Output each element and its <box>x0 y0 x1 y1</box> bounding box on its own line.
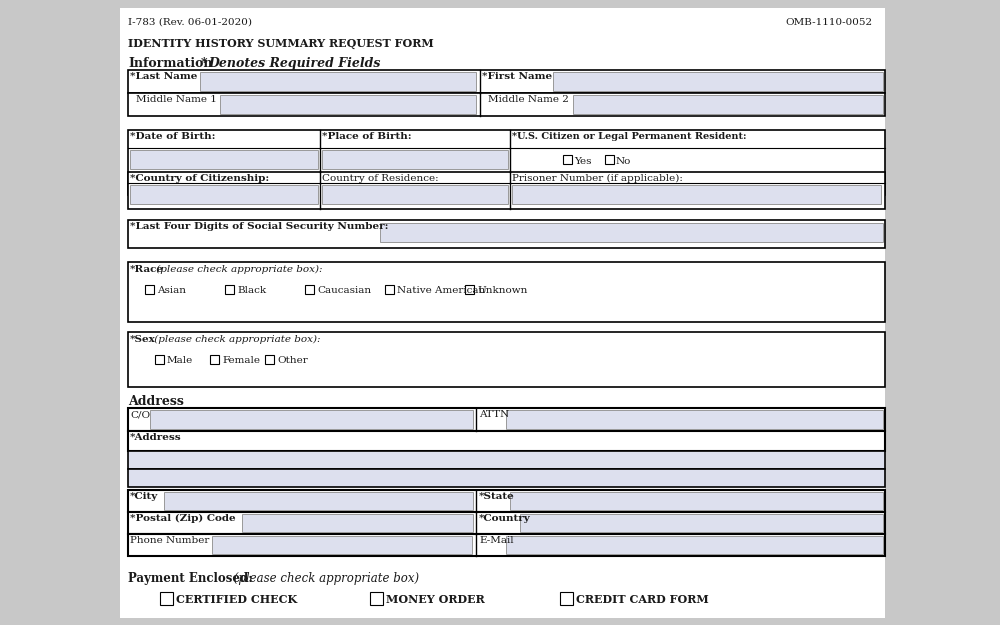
Bar <box>128 262 885 322</box>
Text: *City: *City <box>130 492 158 501</box>
Text: CERTIFIED CHECK: CERTIFIED CHECK <box>176 594 297 605</box>
Text: Asian: Asian <box>157 286 186 295</box>
Text: *Race: *Race <box>130 265 164 274</box>
Bar <box>155 355 164 364</box>
Bar <box>128 431 885 451</box>
Text: *U.S. Citizen or Legal Permanent Resident:: *U.S. Citizen or Legal Permanent Residen… <box>512 132 746 141</box>
Bar <box>563 155 572 164</box>
Bar <box>322 185 508 204</box>
Bar <box>265 355 274 364</box>
Text: Unknown: Unknown <box>477 286 527 295</box>
Bar <box>225 285 234 294</box>
Text: ATTN: ATTN <box>479 410 509 419</box>
Text: Caucasian: Caucasian <box>317 286 371 295</box>
Text: Phone Number: Phone Number <box>130 536 209 545</box>
Text: *Sex: *Sex <box>130 335 156 344</box>
Text: I-783 (Rev. 06-01-2020): I-783 (Rev. 06-01-2020) <box>128 18 252 27</box>
Bar <box>465 285 474 294</box>
Bar <box>512 185 881 204</box>
Text: *Place of Birth:: *Place of Birth: <box>322 132 412 141</box>
Bar <box>220 95 476 114</box>
Text: Denotes Required Fields: Denotes Required Fields <box>208 57 380 70</box>
Bar <box>128 70 885 93</box>
Bar <box>128 332 885 387</box>
Text: MONEY ORDER: MONEY ORDER <box>386 594 485 605</box>
Bar <box>370 592 383 605</box>
Text: *: * <box>201 57 212 70</box>
Bar <box>130 150 318 169</box>
Bar <box>605 155 614 164</box>
Bar <box>380 223 883 242</box>
Bar <box>128 512 885 534</box>
Text: *Postal (Zip) Code: *Postal (Zip) Code <box>130 514 236 523</box>
Text: E-Mail: E-Mail <box>479 536 514 545</box>
Bar <box>130 185 318 204</box>
Text: *Last Name: *Last Name <box>130 72 197 81</box>
Bar <box>128 534 885 556</box>
Bar <box>210 355 219 364</box>
Text: *Country of Citizenship:: *Country of Citizenship: <box>130 174 269 183</box>
Text: Yes: Yes <box>574 157 592 166</box>
Bar <box>128 130 885 195</box>
Bar <box>212 536 472 554</box>
Bar <box>506 536 883 554</box>
Bar <box>305 285 314 294</box>
Bar <box>128 451 885 469</box>
Text: Payment Enclosed:: Payment Enclosed: <box>128 572 253 585</box>
Bar <box>120 8 885 618</box>
Bar <box>200 72 476 91</box>
Text: (please check appropriate box):: (please check appropriate box): <box>151 335 320 344</box>
Bar <box>553 72 883 91</box>
Text: IDENTITY HISTORY SUMMARY REQUEST FORM: IDENTITY HISTORY SUMMARY REQUEST FORM <box>128 38 434 49</box>
Text: Black: Black <box>237 286 266 295</box>
Text: Information: Information <box>128 57 212 70</box>
Text: *First Name: *First Name <box>482 72 552 81</box>
Text: No: No <box>616 157 631 166</box>
Text: *Address: *Address <box>130 433 182 442</box>
Text: Middle Name 2: Middle Name 2 <box>488 95 569 104</box>
Text: Prisoner Number (if applicable):: Prisoner Number (if applicable): <box>512 174 683 183</box>
Text: *Date of Birth:: *Date of Birth: <box>130 132 216 141</box>
Bar <box>160 592 173 605</box>
Text: Native American: Native American <box>397 286 485 295</box>
Bar <box>520 514 883 532</box>
Bar <box>164 492 473 510</box>
Text: Country of Residence:: Country of Residence: <box>322 174 439 183</box>
Bar <box>128 172 885 209</box>
Bar <box>506 410 883 429</box>
Bar <box>128 93 885 116</box>
Text: *State: *State <box>479 492 515 501</box>
Bar <box>145 285 154 294</box>
Text: *Last Four Digits of Social Security Number:: *Last Four Digits of Social Security Num… <box>130 222 388 231</box>
Bar <box>510 492 883 510</box>
Bar <box>385 285 394 294</box>
Bar <box>573 95 883 114</box>
Text: Male: Male <box>167 356 193 365</box>
Text: Female: Female <box>222 356 260 365</box>
Text: Other: Other <box>277 356 308 365</box>
Text: (please check appropriate box):: (please check appropriate box): <box>153 265 322 274</box>
Text: OMB-1110-0052: OMB-1110-0052 <box>785 18 872 27</box>
Bar <box>150 410 473 429</box>
Text: C/O: C/O <box>130 410 150 419</box>
Text: *Country: *Country <box>479 514 531 523</box>
Bar <box>322 150 508 169</box>
Bar <box>128 408 885 431</box>
Text: Address: Address <box>128 395 184 408</box>
Bar <box>560 592 573 605</box>
Text: CREDIT CARD FORM: CREDIT CARD FORM <box>576 594 709 605</box>
Bar <box>128 490 885 512</box>
Text: (please check appropriate box): (please check appropriate box) <box>230 572 419 585</box>
Bar <box>242 514 473 532</box>
Bar <box>128 220 885 248</box>
Bar <box>128 469 885 487</box>
Text: Middle Name 1: Middle Name 1 <box>136 95 217 104</box>
